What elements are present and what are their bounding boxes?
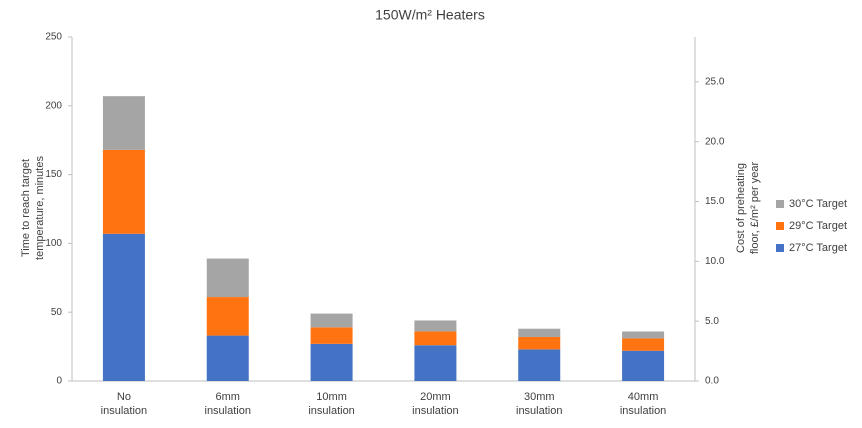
y2-tick-label: 5.0 <box>705 316 719 327</box>
bar-segment <box>622 350 665 381</box>
x-tick-label: No insulation <box>100 391 148 417</box>
y-tick-label: 50 <box>51 307 63 318</box>
bar-segment <box>206 258 249 298</box>
y2-tick-label: 20.0 <box>705 136 725 147</box>
bar-segment <box>414 320 457 332</box>
x-tick-label: 6mm insulation <box>204 391 251 417</box>
bar-segment <box>622 331 665 339</box>
legend-label: 27°C Target <box>789 242 847 254</box>
bar-segment <box>310 343 353 381</box>
bar-segment <box>102 149 145 234</box>
bar-segment <box>518 336 561 350</box>
y-tick-label: 200 <box>45 100 62 111</box>
bar-segment <box>414 345 457 381</box>
chart-title: 150W/m² Heaters <box>375 7 485 23</box>
y2-tick-label: 25.0 <box>705 77 725 88</box>
y-tick-label: 150 <box>45 169 62 180</box>
y2-tick-label: 10.0 <box>705 256 725 267</box>
legend-label: 29°C Target <box>789 220 847 232</box>
x-tick-label: 20mm insulation <box>412 391 459 417</box>
bar-segment <box>518 349 561 381</box>
y-axis-title: Time to reach target temperature, minute… <box>20 156 46 260</box>
legend-label: 30°C Target <box>789 198 847 210</box>
y-tick-label: 100 <box>45 238 62 249</box>
x-tick-label: 30mm insulation <box>516 391 563 417</box>
bar-segment <box>206 335 249 381</box>
y-tick-label: 250 <box>45 32 62 43</box>
legend-swatch <box>776 200 784 208</box>
bar-segment <box>518 328 561 337</box>
bar-segment <box>102 96 145 150</box>
y2-tick-label: 15.0 <box>705 196 725 207</box>
bar-segment <box>310 327 353 344</box>
x-tick-label: 10mm insulation <box>308 391 355 417</box>
bar-segment <box>310 313 353 328</box>
bar-segment <box>206 297 249 336</box>
y2-tick-label: 0.0 <box>705 376 719 387</box>
bar-segment <box>622 338 665 351</box>
bar-segment <box>414 331 457 346</box>
legend-swatch <box>776 222 784 230</box>
legend-swatch <box>776 244 784 252</box>
bar-segment <box>102 233 145 381</box>
y2-axis-title: Cost of preheating floor, £/m² per year <box>735 161 761 255</box>
x-tick-label: 40mm insulation <box>619 391 667 417</box>
y-tick-label: 0 <box>56 376 62 387</box>
